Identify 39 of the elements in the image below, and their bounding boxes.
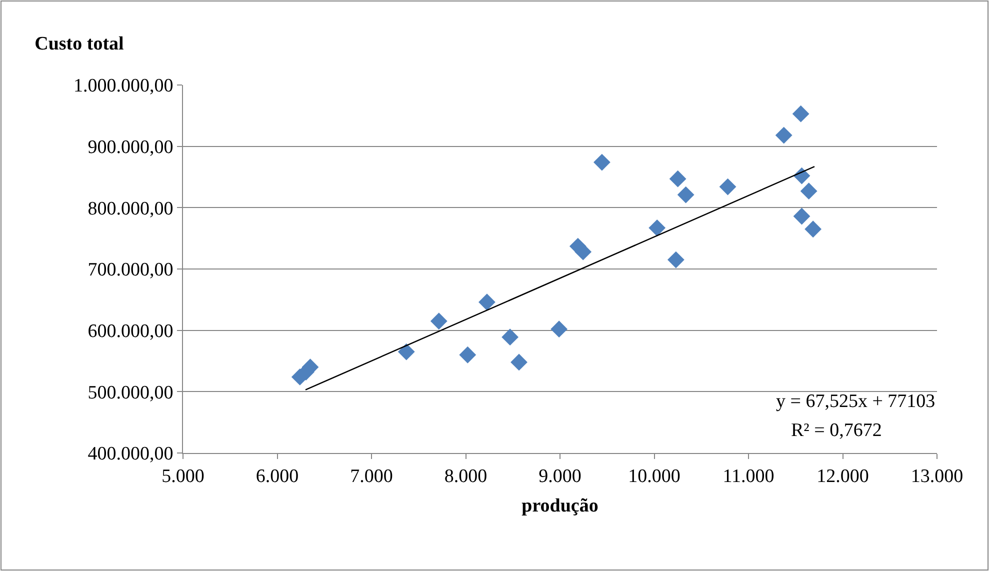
chart-title: Custo total — [34, 33, 124, 54]
y-tick-label: 1.000.000,00 — [73, 76, 174, 97]
point — [574, 243, 592, 260]
x-tick-label: 12.000 — [816, 466, 869, 487]
point — [775, 126, 792, 144]
y-tick-label: 500.000,00 — [88, 382, 174, 404]
point — [800, 182, 818, 200]
point — [804, 220, 822, 238]
point — [648, 219, 666, 236]
point — [510, 354, 528, 371]
annotation: R² = 0,7672 — [791, 420, 882, 441]
x-tick-label: 7.000 — [350, 466, 393, 487]
point — [478, 294, 496, 311]
y-tick-label: 800.000,00 — [88, 198, 174, 220]
x-axis-title: produção — [522, 496, 598, 517]
point — [430, 312, 448, 330]
y-tick-label: 900.000,00 — [88, 136, 174, 158]
annotation: y = 67,525x + 77103 — [776, 391, 936, 412]
x-tick-label: 8.000 — [444, 466, 488, 487]
point — [593, 154, 610, 171]
y-tick-label: 600.000,00 — [88, 320, 174, 342]
x-tick-label: 11.000 — [722, 466, 774, 487]
x-tick-label: 13.000 — [910, 466, 964, 487]
point — [502, 328, 518, 346]
x-tick-label: 5.000 — [162, 466, 204, 487]
point — [793, 208, 810, 225]
x-tick-label: 9.000 — [538, 466, 582, 487]
point — [667, 251, 684, 268]
x-tick-label: 10.000 — [628, 466, 680, 487]
point — [677, 186, 694, 204]
point — [669, 170, 686, 188]
y-tick-label: 400.000,00 — [88, 444, 174, 465]
y-tick-label: 700.000,00 — [88, 260, 174, 281]
point — [459, 346, 476, 364]
point — [550, 320, 568, 338]
point — [719, 178, 736, 196]
point — [398, 343, 415, 360]
point — [792, 105, 810, 122]
x-tick-label: 6.000 — [256, 466, 299, 487]
